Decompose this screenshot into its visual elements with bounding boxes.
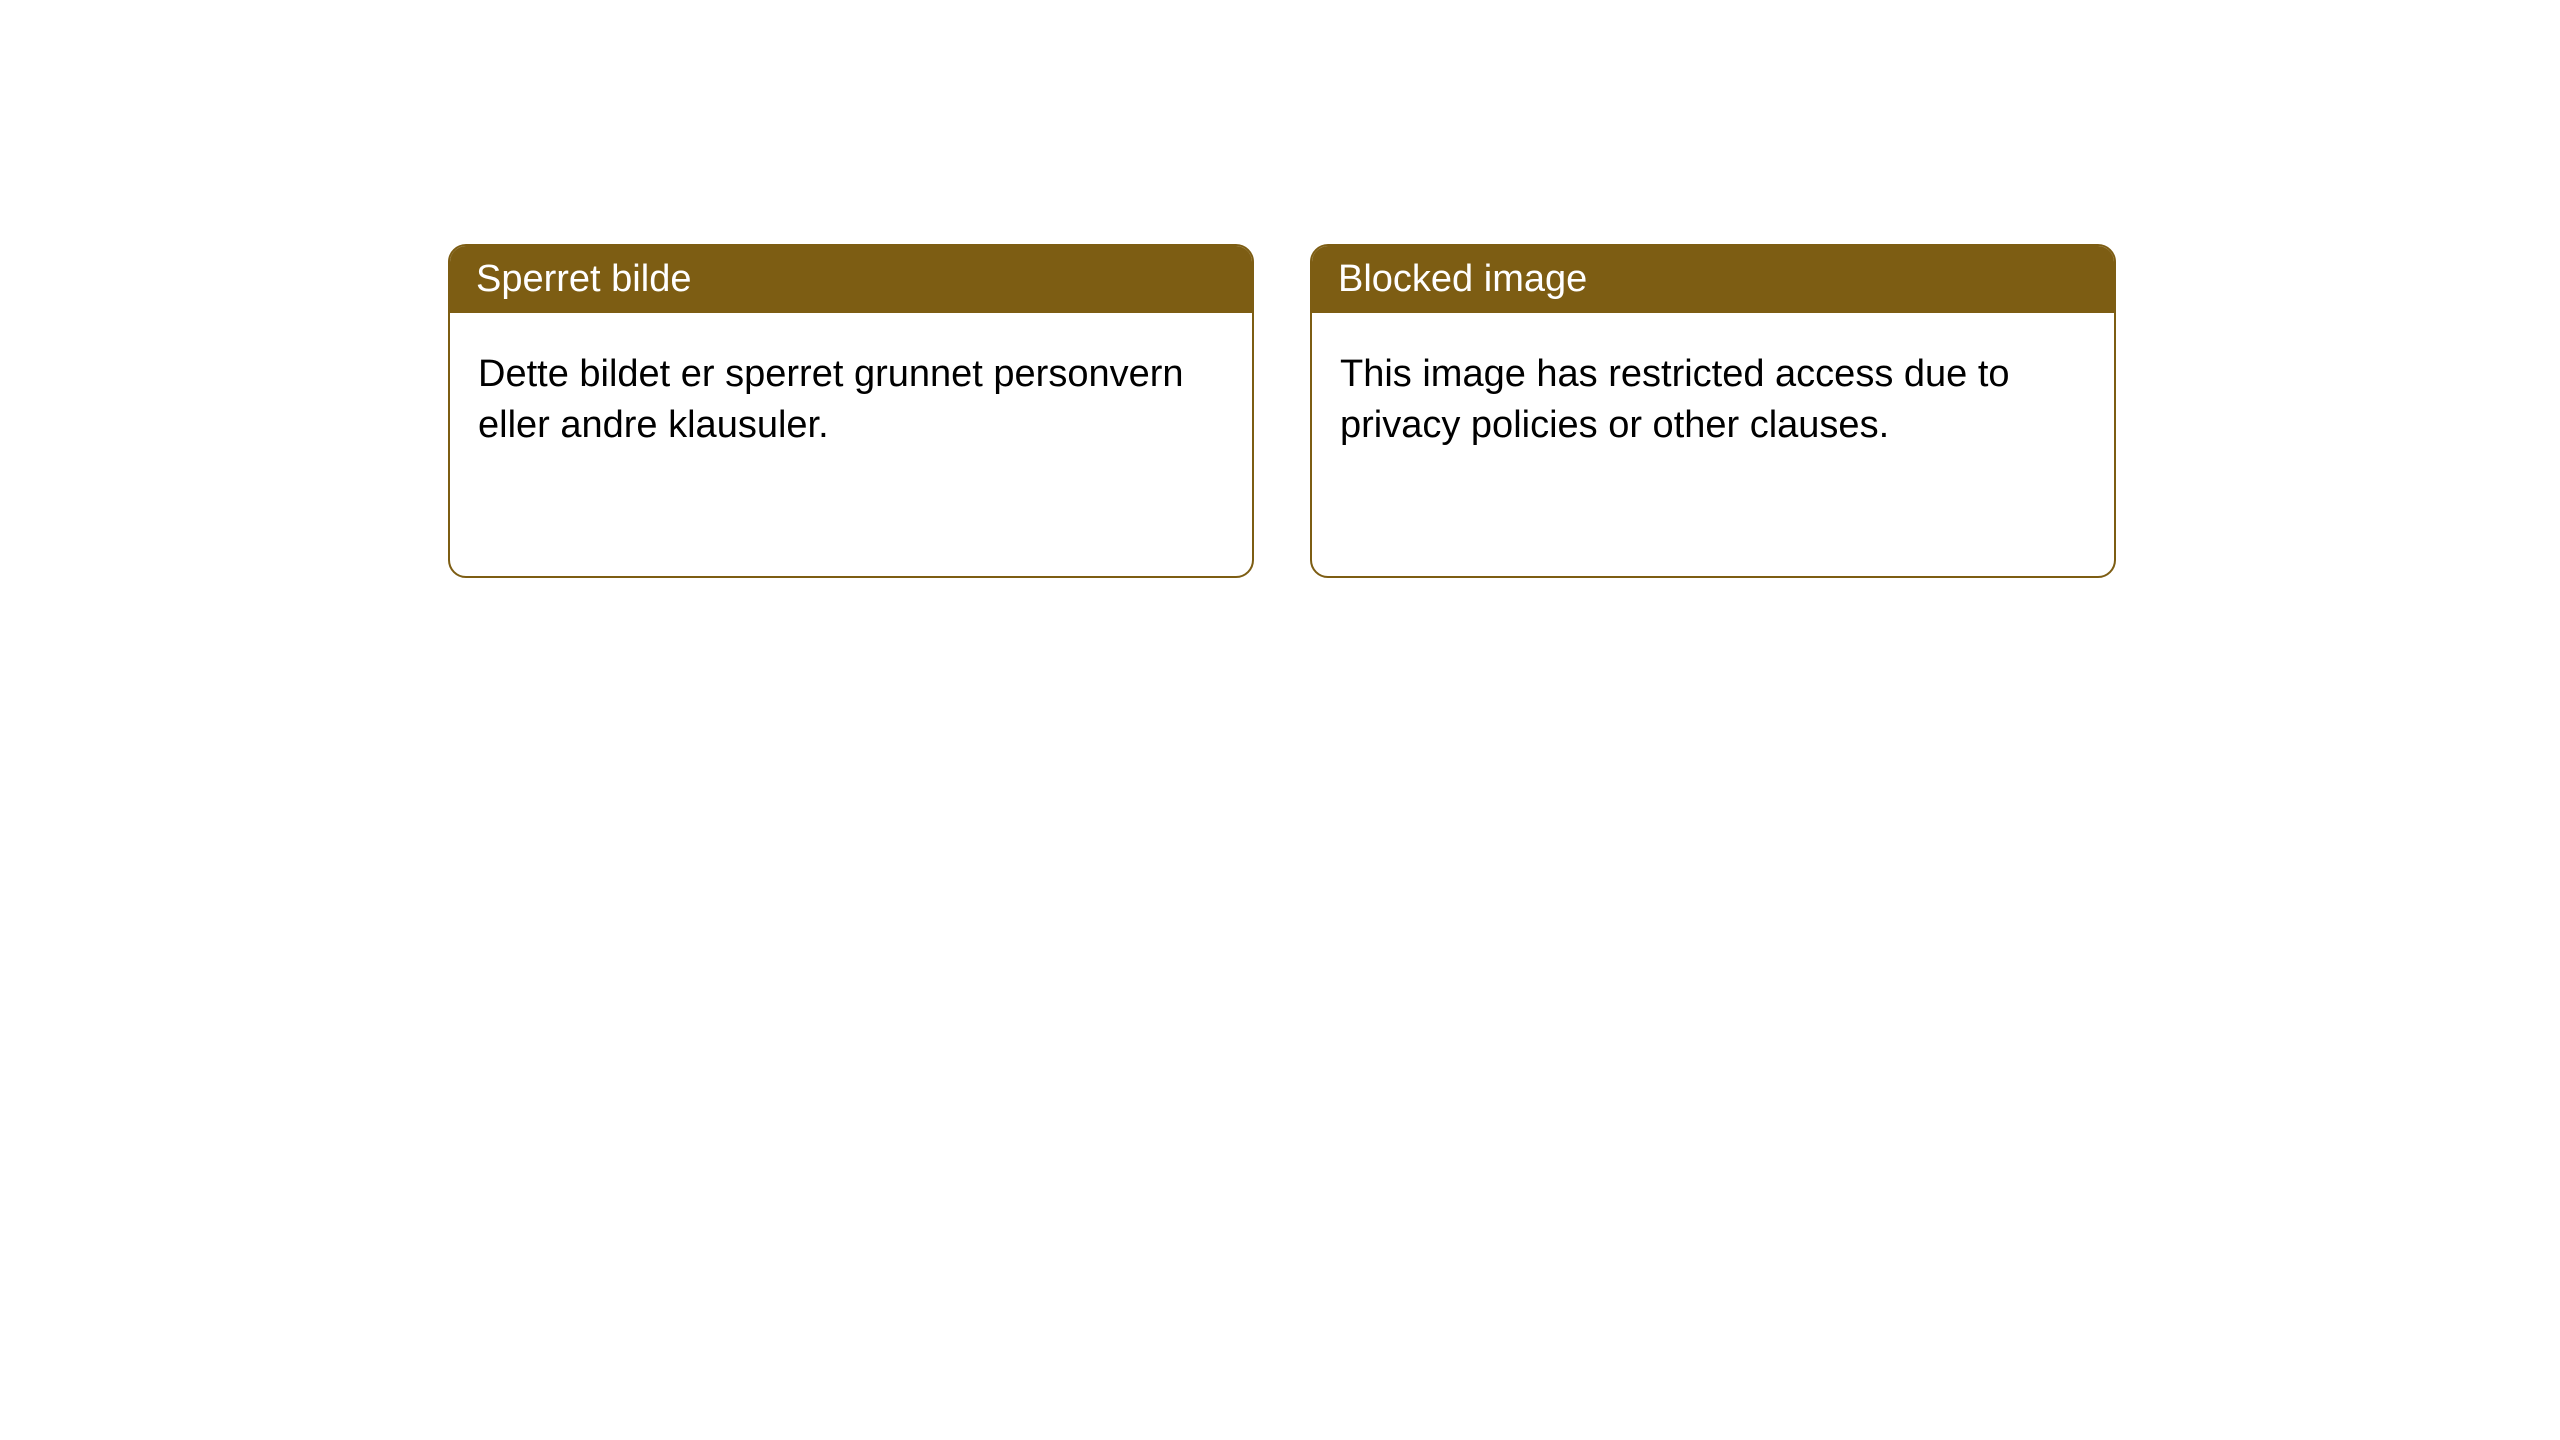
blocked-image-card-en: Blocked image This image has restricted … [1310,244,2116,578]
card-header-en: Blocked image [1312,246,2114,313]
card-body-text-no: Dette bildet er sperret grunnet personve… [478,353,1184,446]
card-header-no: Sperret bilde [450,246,1252,313]
card-body-en: This image has restricted access due to … [1312,313,2114,488]
card-body-text-en: This image has restricted access due to … [1340,353,2010,446]
card-body-no: Dette bildet er sperret grunnet personve… [450,313,1252,488]
card-title-no: Sperret bilde [476,258,691,300]
card-title-en: Blocked image [1338,258,1587,300]
blocked-image-card-no: Sperret bilde Dette bildet er sperret gr… [448,244,1254,578]
notice-container: Sperret bilde Dette bildet er sperret gr… [0,0,2560,578]
